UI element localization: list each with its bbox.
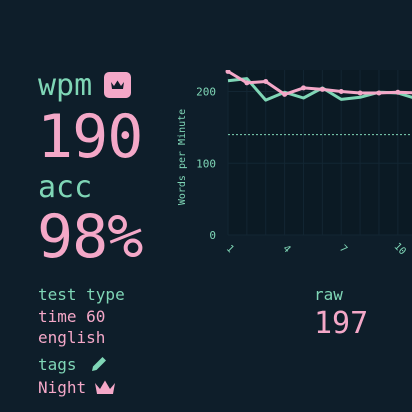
raw-label: raw <box>314 285 343 304</box>
chart-point <box>225 70 231 74</box>
tags-label: tags <box>38 355 77 374</box>
chart-y-tick-label: 200 <box>196 86 216 99</box>
tag-night: Night <box>38 378 87 397</box>
chart-point <box>395 89 401 95</box>
chart-point <box>357 90 363 96</box>
pencil-icon[interactable] <box>89 354 109 374</box>
test-mode-value: time 60 <box>38 307 106 326</box>
chart-grid <box>227 70 412 236</box>
personal-best-badge <box>104 72 131 98</box>
chart-point <box>338 89 344 95</box>
crown-icon <box>95 380 115 394</box>
chart-y-axis-label: Words per Minute <box>177 109 188 205</box>
chart-y-ticks: 0 100 200 <box>196 86 216 242</box>
test-language-value: english <box>38 328 106 347</box>
acc-value: 98% <box>37 202 143 272</box>
chart-plot-area <box>228 70 412 235</box>
chart-x-tick-label: 4 <box>280 243 292 255</box>
chart-point <box>300 85 306 91</box>
chart-point <box>263 78 269 84</box>
acc-label: acc <box>38 170 93 205</box>
crown-icon <box>111 80 124 89</box>
chart-x-tick-label: 7 <box>337 243 349 255</box>
chart-x-ticks: 1 4 7 10 <box>224 241 408 257</box>
chart-series <box>225 70 412 102</box>
chart-point <box>244 80 250 86</box>
wpm-value: 190 <box>37 102 143 172</box>
raw-value: 197 <box>314 306 369 341</box>
chart-point <box>319 86 325 92</box>
wpm-chart: 0 100 200 1 4 7 10 Words per Minute <box>177 70 412 257</box>
chart-y-tick-label: 0 <box>209 229 216 242</box>
chart-point <box>376 90 382 96</box>
chart-x-tick-label: 1 <box>224 243 236 255</box>
chart-point <box>282 91 288 97</box>
wpm-label: wpm <box>38 68 93 103</box>
chart-y-tick-label: 100 <box>196 157 216 170</box>
chart-x-tick-label: 10 <box>391 241 407 257</box>
test-type-label: test type <box>38 285 125 304</box>
